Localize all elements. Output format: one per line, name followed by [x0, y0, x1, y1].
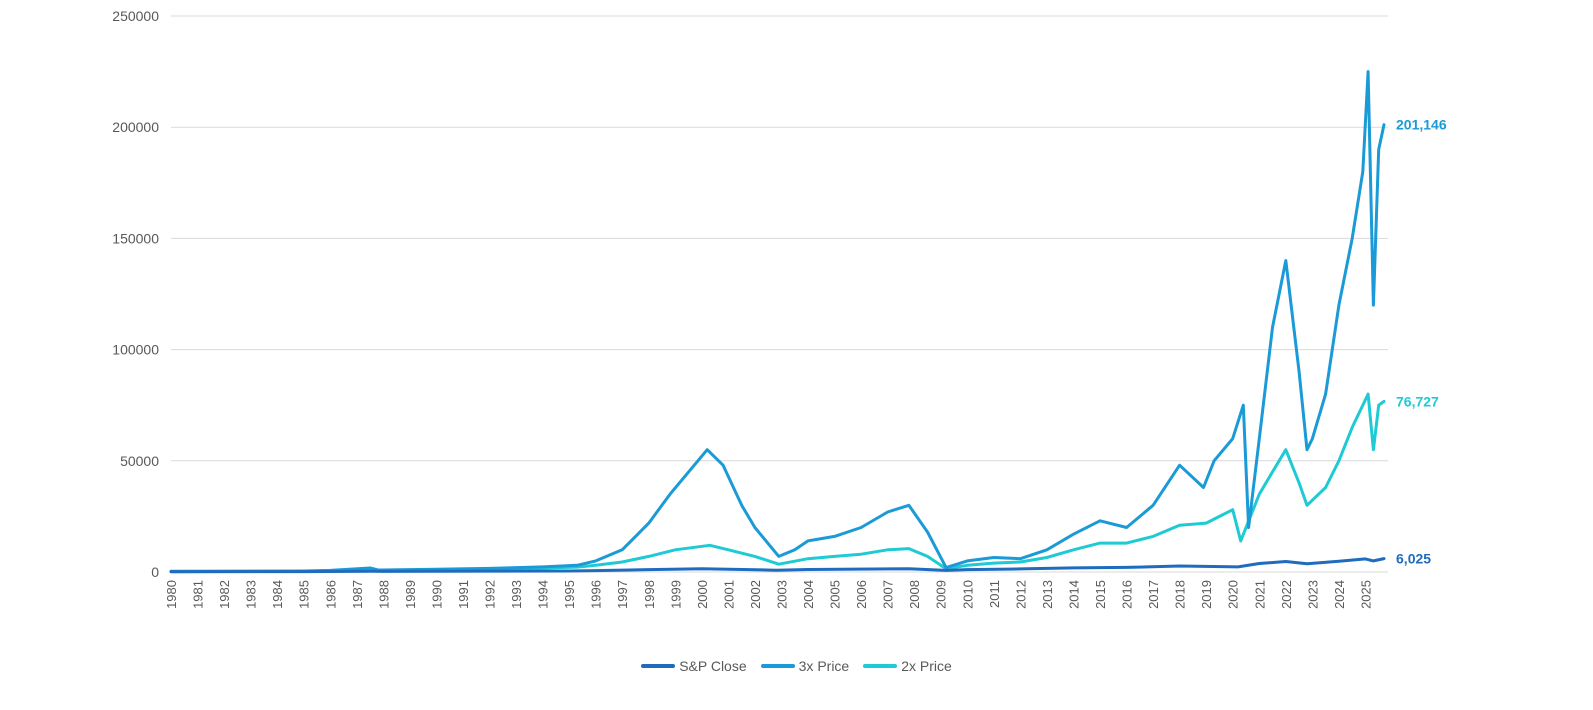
x-tick-label: 1998	[642, 580, 657, 609]
x-tick-label: 1987	[350, 580, 365, 609]
x-tick-label: 1991	[456, 580, 471, 609]
x-tick-label: 1982	[217, 580, 232, 609]
x-tick-label: 2020	[1226, 580, 1241, 609]
series-line-s-p-close	[169, 557, 1386, 574]
legend-swatch-2x-price	[863, 664, 898, 668]
x-tick-label: 2016	[1120, 580, 1135, 609]
legend-label-sp-close: S&P Close	[679, 658, 747, 674]
legend-label-2x-price: 2x Price	[901, 658, 952, 674]
x-tick-label: 2004	[801, 580, 816, 609]
end-value-label: 6,025	[1396, 551, 1431, 567]
x-tick-label: 2017	[1146, 580, 1161, 609]
x-tick-label: 2006	[854, 580, 869, 609]
series-line-3x-price	[169, 70, 1386, 573]
legend-label-3x-price: 3x Price	[798, 658, 850, 674]
x-tick-label: 2011	[987, 580, 1002, 608]
legend-item-sp-close: S&P Close	[641, 658, 747, 674]
gridlines	[171, 15, 1388, 573]
x-tick-label: 2012	[1013, 580, 1028, 609]
y-tick-label: 100000	[112, 342, 159, 358]
y-tick-label: 50000	[120, 453, 159, 469]
x-tick-label: 1988	[376, 580, 391, 609]
x-tick-label: 2025	[1358, 580, 1373, 609]
x-tick-label: 2000	[695, 580, 710, 609]
x-tick-label: 2014	[1066, 580, 1081, 609]
x-tick-label: 1993	[509, 580, 524, 609]
series-line-2x-price	[169, 392, 1386, 574]
x-tick-label: 2022	[1279, 580, 1294, 609]
y-tick-label: 150000	[112, 230, 159, 246]
x-tick-label: 2015	[1093, 580, 1108, 609]
x-tick-label: 1985	[297, 580, 312, 609]
x-tick-label: 2024	[1332, 580, 1347, 609]
series-lines	[169, 70, 1386, 574]
x-tick-label: 2005	[828, 580, 843, 609]
x-tick-label: 1984	[270, 580, 285, 609]
end-value-label: 201,146	[1396, 117, 1447, 133]
end-value-label: 76,727	[1396, 393, 1439, 409]
x-tick-label: 2009	[934, 580, 949, 609]
x-tick-label: 2007	[881, 580, 896, 609]
x-tick-label: 1997	[615, 580, 630, 609]
x-tick-label: 2008	[907, 580, 922, 609]
x-tick-label: 1986	[323, 580, 338, 609]
x-tick-label: 2003	[774, 580, 789, 609]
x-tick-label: 2010	[960, 580, 975, 609]
y-tick-label: 200000	[112, 119, 159, 135]
x-tick-label: 1999	[668, 580, 683, 609]
x-tick-label: 1992	[483, 580, 498, 609]
legend-swatch-3x-price	[760, 664, 795, 668]
x-tick-label: 2001	[721, 580, 736, 609]
y-tick-label: 0	[151, 564, 159, 580]
y-tick-label: 250000	[112, 8, 159, 24]
x-tick-label: 2019	[1199, 580, 1214, 609]
x-tick-label: 2023	[1305, 580, 1320, 609]
legend-item-3x-price: 3x Price	[760, 658, 850, 674]
x-tick-label: 2002	[748, 580, 763, 609]
x-tick-label: 1994	[536, 580, 551, 609]
x-tick-label: 1981	[191, 580, 206, 609]
x-tick-label: 1995	[562, 580, 577, 609]
x-tick-label: 2013	[1040, 580, 1055, 609]
legend-swatch-sp-close	[641, 664, 676, 668]
x-tick-label: 2021	[1252, 580, 1267, 609]
y-axis-ticks: 0 50000 100000 150000 200000 250000	[112, 8, 159, 580]
legend-item-2x-price: 2x Price	[863, 658, 952, 674]
x-tick-label: 1990	[429, 580, 444, 609]
x-tick-label: 1989	[403, 580, 418, 609]
x-tick-label: 1980	[164, 580, 179, 609]
x-tick-label: 1996	[589, 580, 604, 609]
end-labels: 6,025 201,146 76,727	[1396, 117, 1447, 567]
x-axis-ticks: 1980 1981 1982 1983 1984 1985 1986 1987 1988 1989…	[164, 580, 1373, 609]
x-tick-label: 2018	[1173, 580, 1188, 609]
x-tick-label: 1983	[244, 580, 259, 609]
chart-legend: S&P Close 3x Price 2x Price	[0, 658, 1593, 674]
